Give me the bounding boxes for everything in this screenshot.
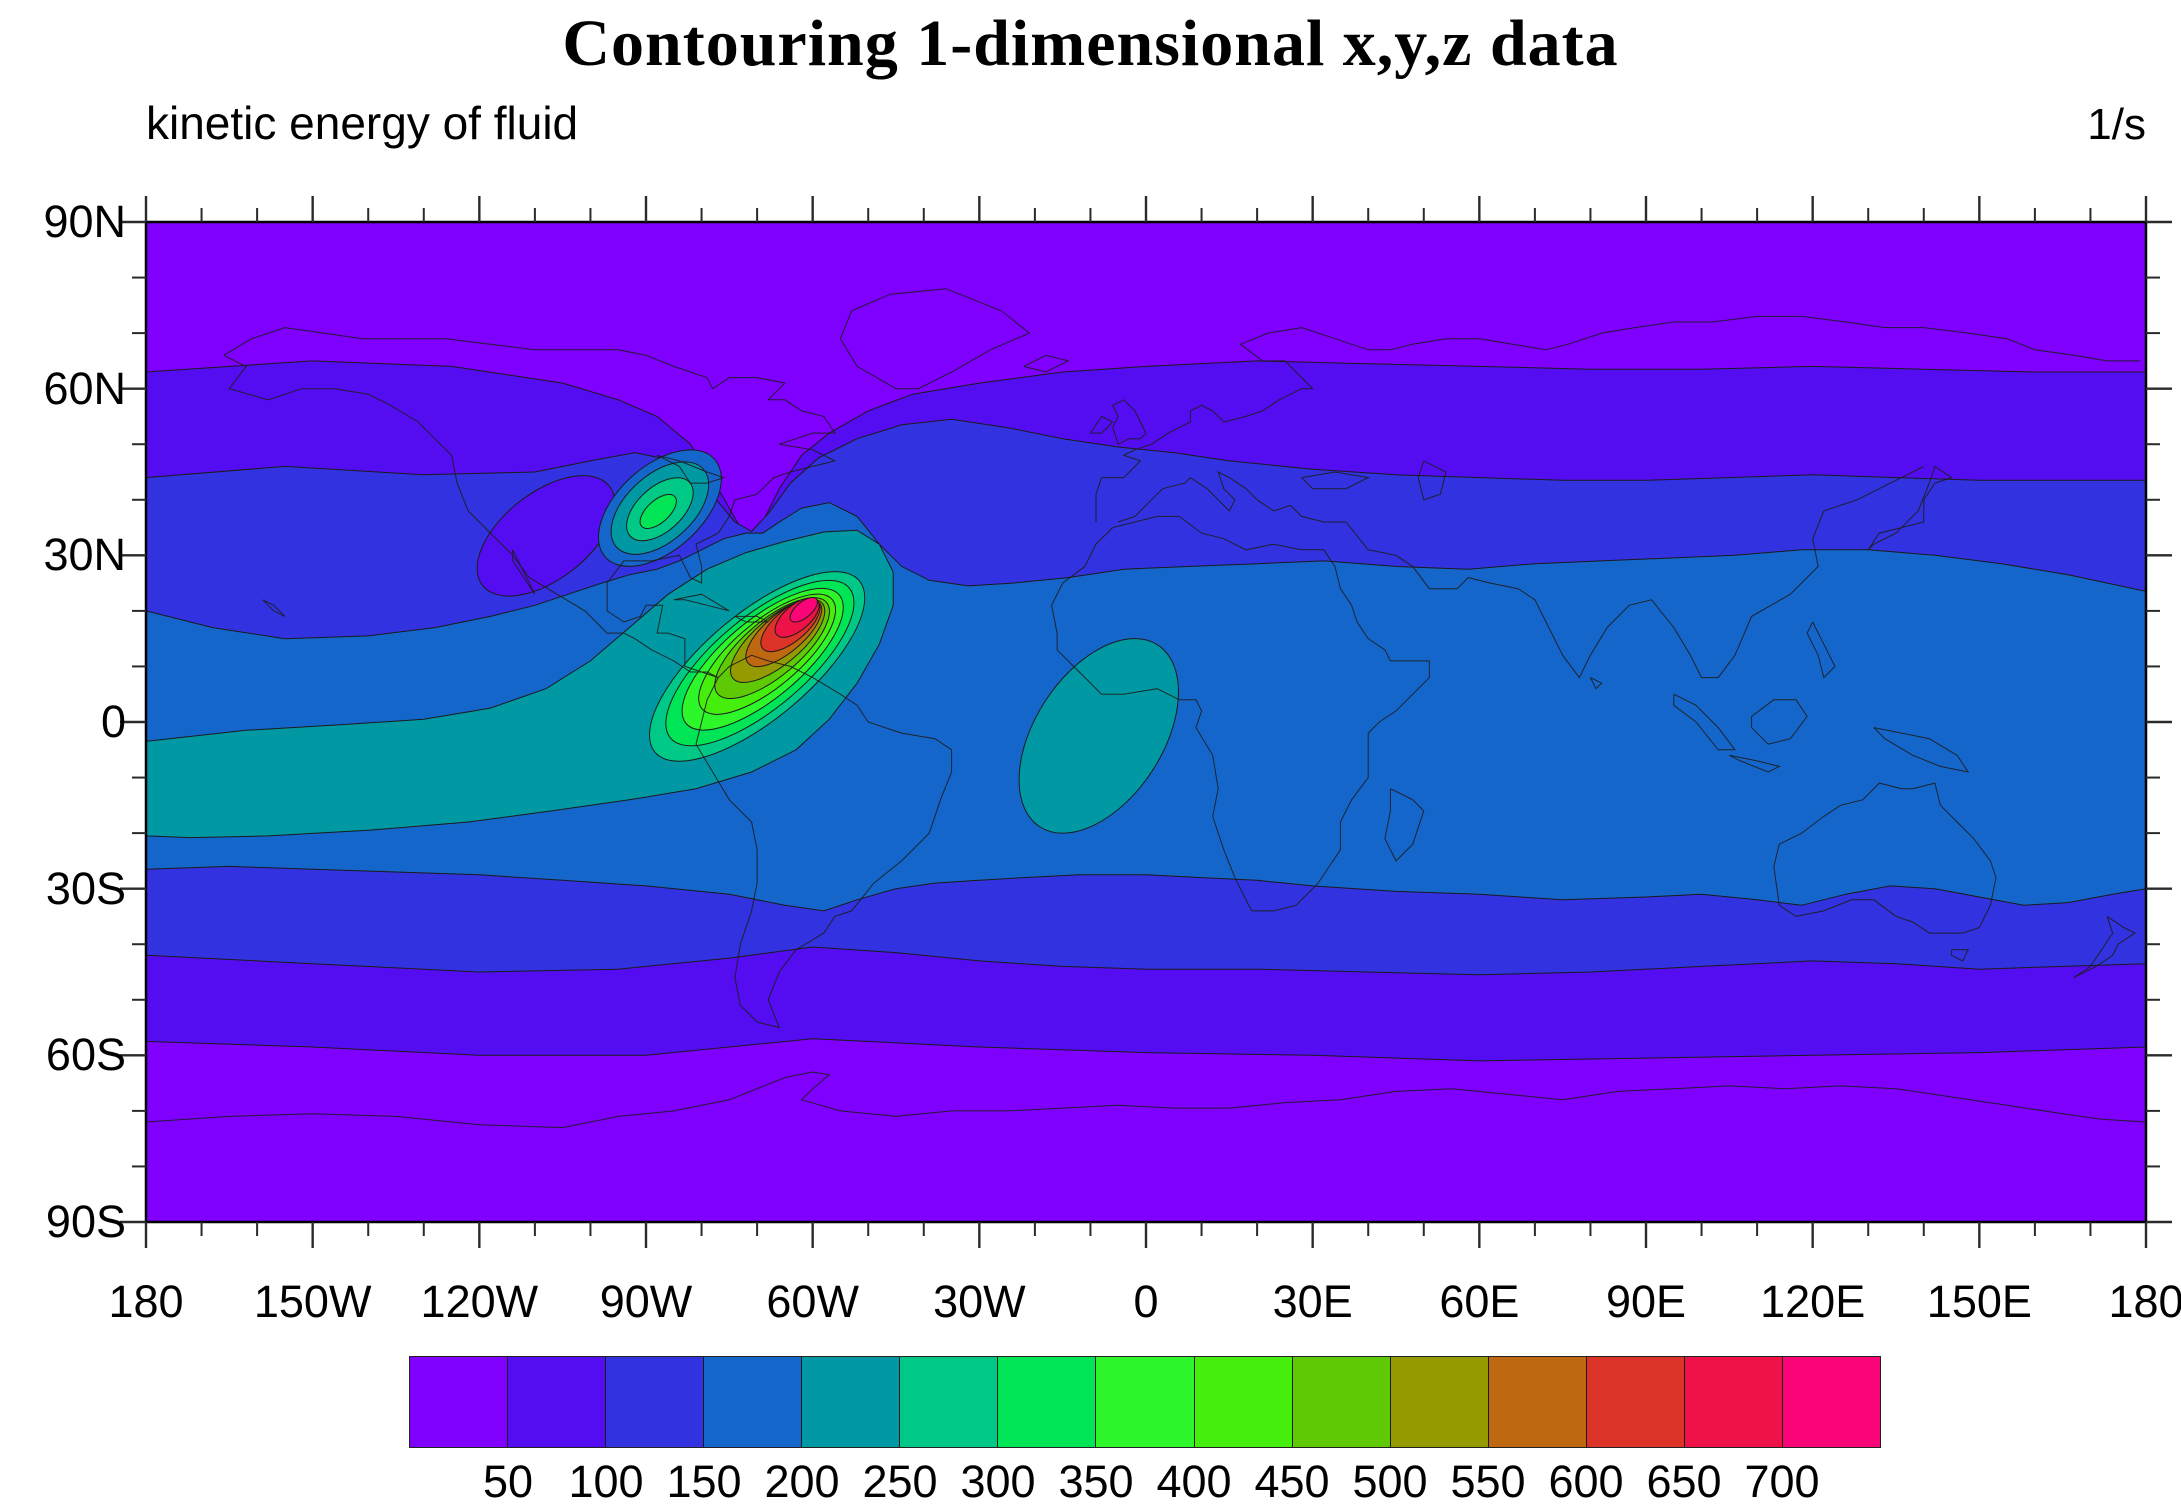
y-tick-label: 30N (43, 529, 126, 581)
x-tick-label: 150E (1926, 1276, 2032, 1327)
colorbar-tick-label: 650 (1646, 1456, 1722, 1507)
colorbar-tick-label: 350 (1058, 1456, 1134, 1507)
x-tick-label: 30E (1272, 1276, 1353, 1327)
colorbar-box (703, 1357, 802, 1447)
colorbar-box (1487, 1357, 1586, 1447)
x-tick-label: 120W (420, 1276, 539, 1327)
colorbar-tick-label: 550 (1450, 1456, 1526, 1507)
colorbar-tick-label: 150 (666, 1456, 742, 1507)
y-tick-label: 60N (43, 362, 126, 414)
x-tick-label: 150W (253, 1276, 372, 1327)
colorbar-box (410, 1357, 508, 1447)
colorbar-tick-label: 500 (1352, 1456, 1428, 1507)
x-tick-label: 90W (599, 1276, 693, 1327)
colorbar-box (997, 1357, 1096, 1447)
colorbar (409, 1356, 1881, 1448)
colorbar-box (1095, 1357, 1194, 1447)
y-tick-label: 90S (45, 1196, 126, 1248)
field-label: kinetic energy of fluid (146, 97, 579, 149)
y-tick-label: 90N (43, 196, 126, 247)
colorbar-tick-label: 450 (1254, 1456, 1330, 1507)
colorbar-tick-label: 400 (1156, 1456, 1232, 1507)
colorbar-box (1585, 1357, 1684, 1447)
colorbar-tick-label: 250 (862, 1456, 938, 1507)
contour-map (146, 222, 2146, 1222)
colorbar-tick-label: 50 (482, 1456, 534, 1507)
colorbar-box (899, 1357, 998, 1447)
colorbar-box (1781, 1357, 1880, 1447)
y-tick-label: 60S (45, 1029, 126, 1081)
page-title: Contouring 1-dimensional x,y,z data (562, 7, 1619, 80)
colorbar-box (507, 1357, 606, 1447)
colorbar-box (1193, 1357, 1292, 1447)
y-tick-label: 0 (100, 696, 126, 747)
colorbar-tick-label: 300 (960, 1456, 1036, 1507)
colorbar-box (1683, 1357, 1782, 1447)
y-tick-label: 30S (45, 862, 126, 914)
x-tick-label: 60E (1439, 1276, 1520, 1327)
colorbar-box (801, 1357, 900, 1447)
colorbar-box (1291, 1357, 1390, 1447)
x-tick-label: 120E (1760, 1276, 1866, 1327)
x-tick-label: 0 (1133, 1276, 1159, 1327)
colorbar-tick-label: 600 (1548, 1456, 1624, 1507)
x-tick-label: 60W (766, 1276, 859, 1327)
colorbar-tick-label: 100 (568, 1456, 644, 1507)
colorbar-tick-label: 200 (764, 1456, 840, 1507)
map-canvas (146, 222, 2146, 1222)
units-label: 1/s (2087, 100, 2146, 149)
colorbar-box (605, 1357, 704, 1447)
x-tick-label: 180 (2108, 1276, 2181, 1327)
colorbar-box (1389, 1357, 1488, 1447)
x-tick-label: 30W (933, 1276, 1026, 1327)
colorbar-tick-label: 700 (1744, 1456, 1820, 1507)
x-tick-label: 180 (108, 1276, 184, 1327)
x-tick-label: 90E (1605, 1276, 1687, 1327)
